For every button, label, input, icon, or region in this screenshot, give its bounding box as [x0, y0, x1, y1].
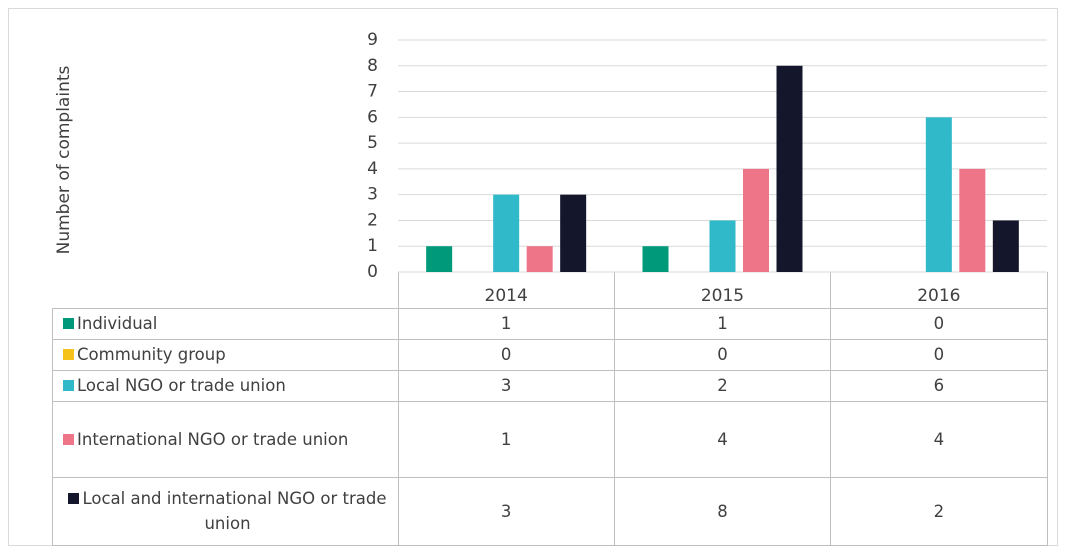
y-tick-label: 9 — [367, 30, 378, 50]
y-tick-label: 3 — [367, 185, 378, 205]
legend-text-box: Local and international NGO or trade uni… — [63, 486, 392, 536]
table-value: 1 — [500, 429, 512, 449]
legend-text-box: Community group — [63, 342, 226, 367]
legend-label: Local and international NGO or trade uni… — [82, 489, 387, 533]
legend-text-box: International NGO or trade union — [63, 427, 348, 452]
table-value: 0 — [933, 345, 945, 364]
legend-entry: International NGO or trade union — [53, 401, 398, 477]
table-lines — [52, 272, 1048, 546]
bar — [493, 194, 520, 272]
table-value: 8 — [717, 501, 728, 521]
bar — [743, 168, 769, 272]
y-tick-label: 5 — [367, 133, 378, 153]
y-tick-label: 4 — [367, 159, 378, 179]
table-value: 1 — [717, 314, 728, 333]
x-tick-label: 2015 — [701, 286, 744, 306]
table-value: 4 — [933, 429, 945, 449]
table-value: 6 — [933, 376, 945, 395]
bar — [560, 194, 587, 272]
legend-entry: Local NGO or trade union — [53, 370, 398, 401]
legend-label: Individual — [77, 314, 158, 333]
legend-label: Community group — [77, 345, 226, 364]
legend-swatch — [63, 433, 74, 445]
table-value: 0 — [500, 345, 512, 364]
x-tick-label: 2014 — [485, 286, 528, 306]
table-value: 3 — [500, 501, 512, 521]
legend-text-box: Individual — [63, 311, 157, 336]
legend-entry: Individual — [53, 308, 398, 339]
bar — [776, 65, 803, 273]
y-tick-label: 2 — [367, 210, 378, 230]
table-value: 1 — [500, 314, 512, 333]
legend-label: Local NGO or trade union — [77, 376, 286, 395]
y-tick-label: 8 — [367, 56, 378, 76]
y-tick-label: 7 — [367, 82, 378, 102]
table-value: 2 — [933, 501, 945, 521]
bar — [426, 246, 453, 272]
table-value: 2 — [717, 376, 728, 395]
legend-swatch — [63, 349, 74, 360]
bar — [959, 168, 986, 272]
legend-swatch — [63, 318, 74, 329]
legend-entry: Community group — [53, 339, 398, 370]
y-tick-label: 1 — [367, 236, 378, 256]
bar — [526, 246, 553, 272]
legend-entry: Local and international NGO or trade uni… — [53, 477, 398, 545]
table-value: 0 — [717, 345, 728, 364]
bar — [709, 220, 736, 272]
y-tick-label: 0 — [367, 262, 378, 282]
legend-swatch — [68, 493, 80, 504]
bar — [642, 246, 669, 272]
x-tick-label: 2016 — [917, 286, 960, 306]
table-value: 0 — [933, 314, 945, 333]
y-axis-title: Number of complaints — [54, 65, 74, 254]
legend-swatch — [63, 380, 74, 391]
table-value: 3 — [500, 376, 512, 395]
bar — [925, 117, 952, 272]
table-value: 4 — [717, 429, 728, 449]
bar — [992, 220, 1019, 272]
legend-label: International NGO or trade union — [77, 429, 349, 449]
y-tick-label: 6 — [367, 107, 378, 127]
legend-text-box: Local NGO or trade union — [63, 373, 286, 398]
